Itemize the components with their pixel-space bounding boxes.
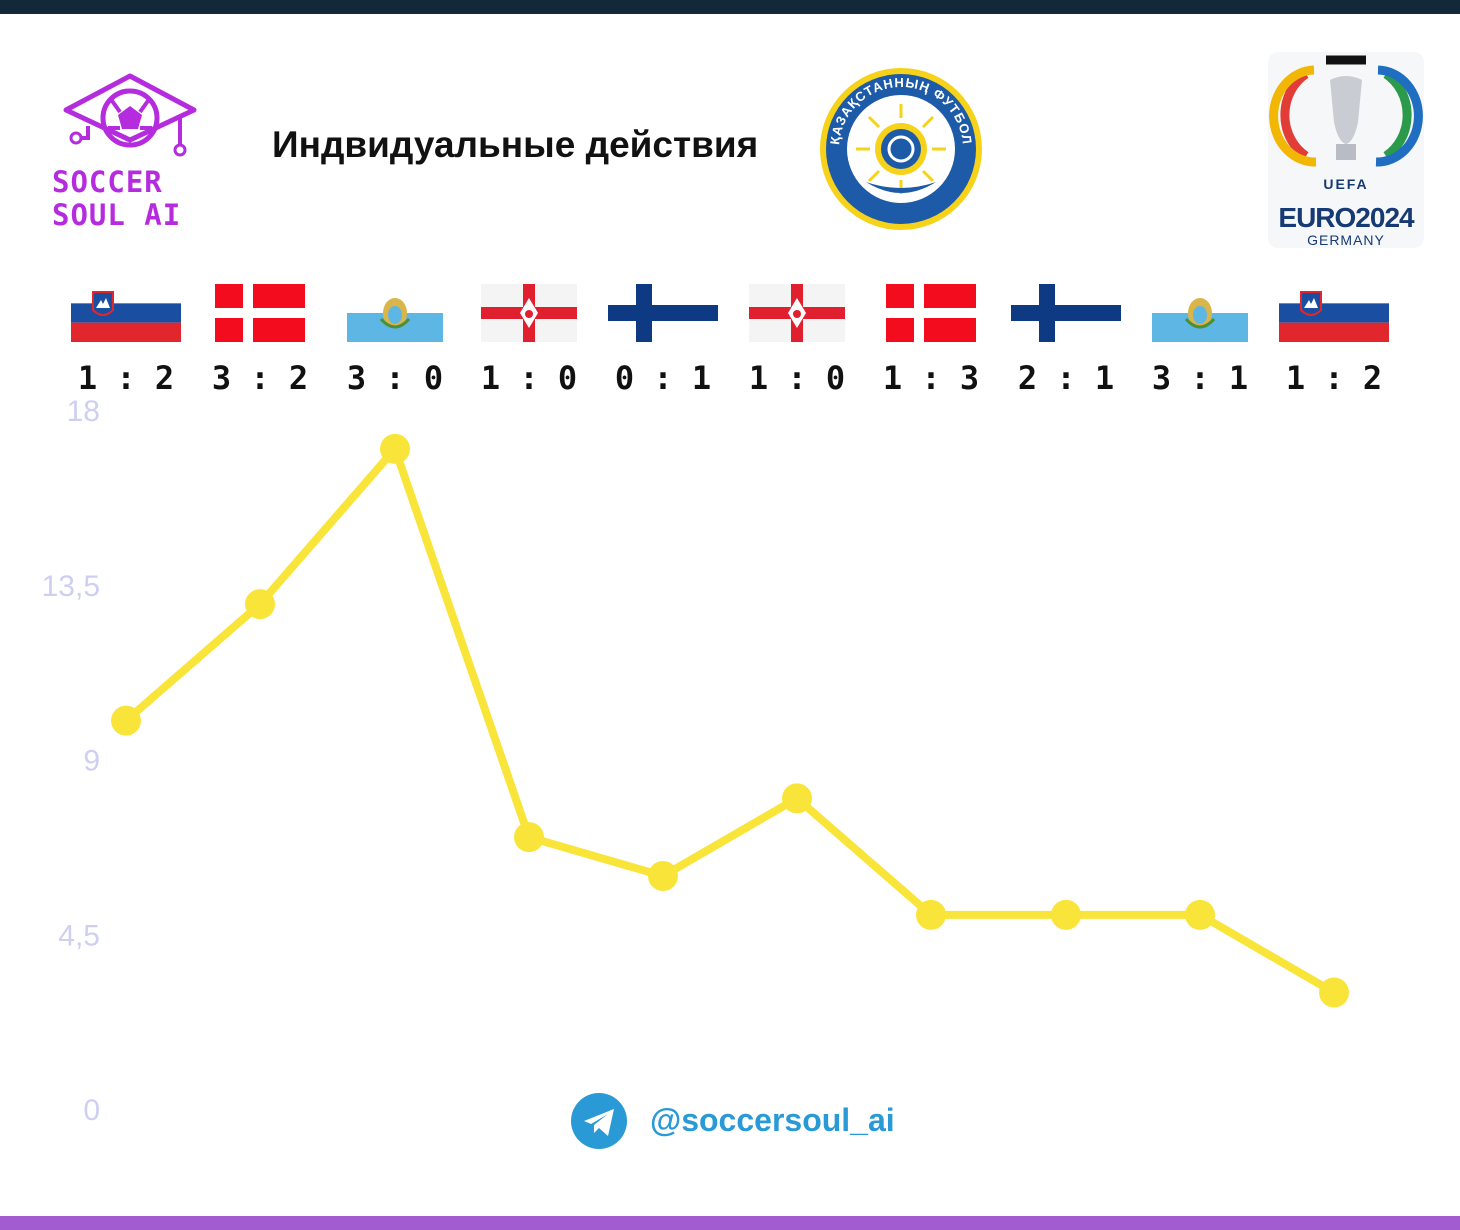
score-label: 1 : 2 [78,359,174,397]
y-tick-label: 4,5 [58,919,100,952]
score-label: 1 : 3 [883,359,979,397]
y-tick-label: 13,5 [42,570,100,603]
score-label: 1 : 0 [481,359,577,397]
san-marino-flag [347,284,443,342]
telegram-icon [571,1093,627,1149]
data-point [111,705,141,736]
score-label: 1 : 2 [1286,359,1382,397]
data-point [1185,899,1215,930]
data-point [782,783,812,814]
score-label: 0 : 1 [615,359,711,397]
northern-ireland-flag [749,284,845,342]
data-point [1051,899,1081,930]
kazakhstan-football-federation-emblem: ҚАЗАҚСТАННЫҢ ФУТБОЛ ФЕДЕРАЦИЯСЫ [818,66,982,230]
y-tick-label: 18 [67,395,100,428]
brand-line-2: SOUL AI [52,198,182,232]
denmark-flag [215,284,305,342]
slovenia-flag [1279,284,1389,342]
y-tick-label: 0 [83,1094,100,1127]
euro-trophy-icon [1269,55,1423,167]
page-title: Индвидуальные действия [272,124,759,165]
germany-label: GERMANY [1307,232,1385,248]
telegram-link[interactable]: @soccersoul_ai [570,1092,900,1152]
graduation-cap-soccer-ball-icon [63,73,197,157]
score-label: 3 : 0 [347,359,443,397]
data-point [648,861,678,891]
data-point [245,589,275,620]
bottom-bar [0,1216,1460,1230]
uefa-euro-2024-logo: UEFA EURO2024 GERMANY [1268,52,1424,248]
score-label: 3 : 2 [212,359,308,397]
data-point [916,899,946,930]
data-point [1319,977,1349,1008]
data-point [380,433,410,464]
y-tick-label: 9 [83,745,100,778]
score-label: 2 : 1 [1018,359,1114,397]
slovenia-flag [71,284,181,342]
top-bar [0,0,1460,14]
finland-flag [608,284,718,342]
score-label: 1 : 0 [749,359,845,397]
data-point [514,822,544,853]
score-label: 3 : 1 [1152,359,1248,397]
telegram-handle: @soccersoul_ai [650,1102,895,1138]
finland-flag [1011,284,1121,342]
brand-line-1: SOCCER [52,165,163,199]
denmark-flag [886,284,976,342]
euro-2024-wordmark: EURO2024 [1278,202,1414,233]
soccer-soul-ai-logo: SOCCER SOUL AI [52,72,212,232]
series-line [122,444,1338,997]
northern-ireland-flag [481,284,577,342]
san-marino-flag [1152,284,1248,342]
uefa-label: UEFA [1323,176,1369,192]
